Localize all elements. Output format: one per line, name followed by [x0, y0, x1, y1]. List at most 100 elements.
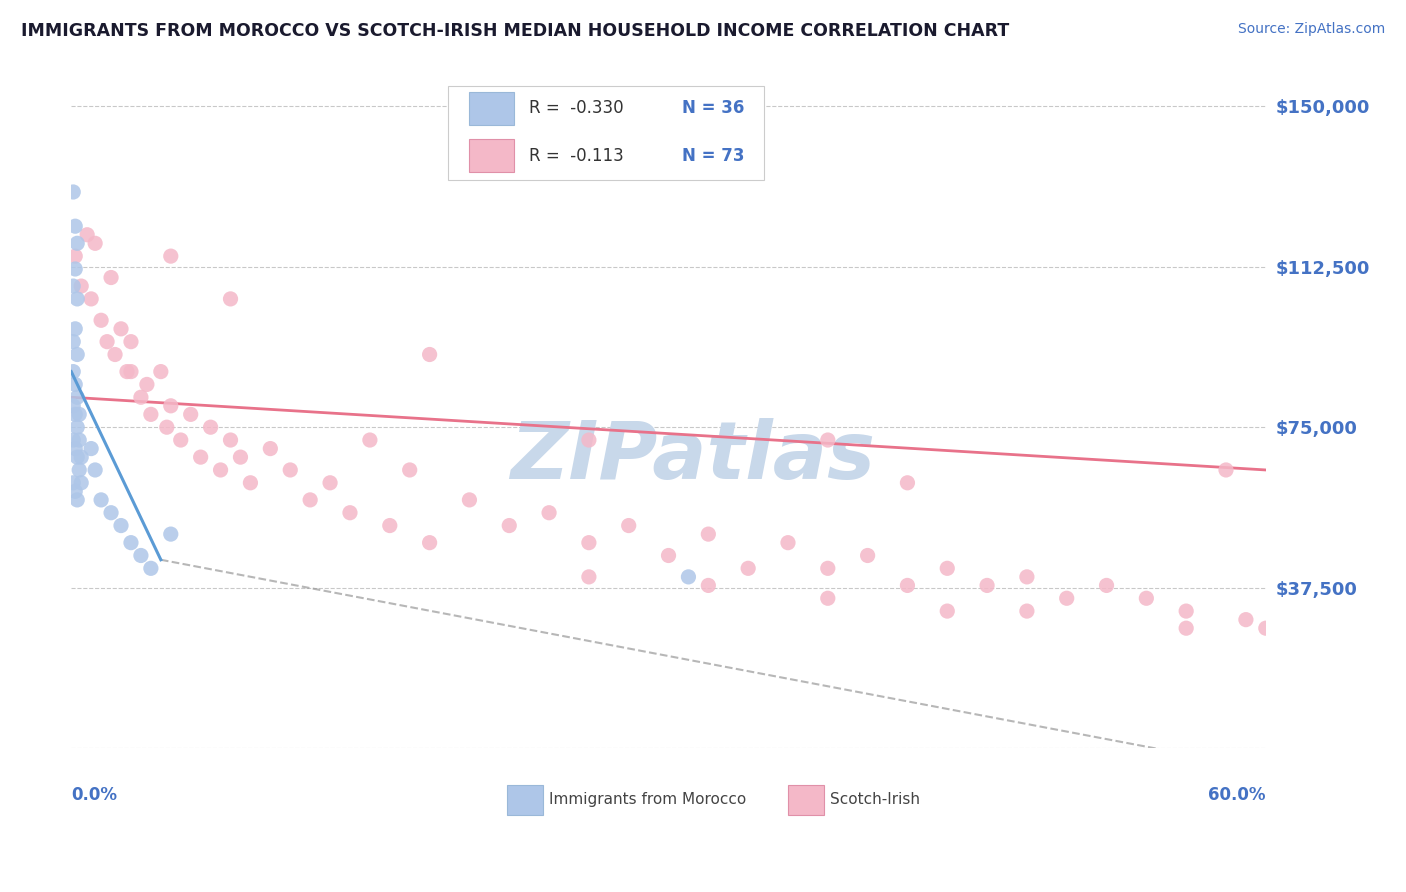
Point — [976, 578, 998, 592]
Point — [239, 475, 262, 490]
Point — [65, 219, 87, 234]
Point — [90, 492, 112, 507]
Point — [896, 578, 918, 592]
Point — [129, 549, 152, 563]
Point — [149, 365, 172, 379]
Point — [378, 518, 401, 533]
Point — [578, 535, 600, 549]
Text: IMMIGRANTS FROM MOROCCO VS SCOTCH-IRISH MEDIAN HOUSEHOLD INCOME CORRELATION CHAR: IMMIGRANTS FROM MOROCCO VS SCOTCH-IRISH … — [21, 22, 1010, 40]
Text: N = 36: N = 36 — [682, 100, 744, 118]
Text: R =  -0.113: R = -0.113 — [529, 146, 623, 165]
Point — [219, 433, 242, 447]
Point — [339, 506, 361, 520]
Point — [419, 347, 441, 361]
Point — [1056, 591, 1078, 606]
Point — [896, 475, 918, 490]
Point — [110, 518, 132, 533]
Point — [110, 322, 132, 336]
Point — [657, 549, 679, 563]
Point — [80, 442, 103, 456]
Point — [200, 420, 222, 434]
Point — [1215, 463, 1237, 477]
Point — [66, 292, 89, 306]
Point — [139, 408, 162, 422]
Point — [135, 377, 157, 392]
Point — [62, 334, 84, 349]
Point — [66, 347, 89, 361]
Point — [62, 433, 84, 447]
Point — [299, 492, 322, 507]
Point — [76, 227, 98, 242]
Point — [70, 475, 93, 490]
Point — [817, 561, 839, 575]
Point — [1254, 621, 1277, 635]
Point — [66, 390, 89, 404]
Point — [1015, 604, 1038, 618]
Point — [190, 450, 212, 464]
Point — [65, 442, 87, 456]
Point — [1015, 570, 1038, 584]
Point — [139, 561, 162, 575]
Point — [229, 450, 252, 464]
Point — [180, 408, 202, 422]
Point — [538, 506, 561, 520]
Point — [67, 433, 90, 447]
Point — [776, 535, 799, 549]
Text: 0.0%: 0.0% — [72, 786, 117, 804]
Bar — [787, 785, 824, 815]
Point — [70, 450, 93, 464]
Point — [120, 365, 142, 379]
Point — [219, 292, 242, 306]
Point — [697, 578, 720, 592]
FancyBboxPatch shape — [447, 87, 763, 180]
Point — [90, 313, 112, 327]
Point — [62, 365, 84, 379]
Point — [65, 262, 87, 277]
Point — [67, 408, 90, 422]
Text: Source: ZipAtlas.com: Source: ZipAtlas.com — [1237, 22, 1385, 37]
Point — [120, 535, 142, 549]
Point — [259, 442, 281, 456]
Point — [62, 399, 84, 413]
Text: R =  -0.330: R = -0.330 — [529, 100, 623, 118]
Point — [398, 463, 420, 477]
Point — [66, 450, 89, 464]
Point — [1095, 578, 1118, 592]
Point — [156, 420, 179, 434]
Point — [856, 549, 879, 563]
Point — [936, 604, 959, 618]
Point — [278, 463, 301, 477]
Point — [1175, 604, 1198, 618]
Text: 60.0%: 60.0% — [1208, 786, 1265, 804]
Point — [936, 561, 959, 575]
Point — [66, 492, 89, 507]
Point — [66, 236, 89, 251]
Text: Immigrants from Morocco: Immigrants from Morocco — [550, 792, 747, 807]
Point — [817, 433, 839, 447]
Point — [62, 279, 84, 293]
Text: Scotch-Irish: Scotch-Irish — [830, 792, 920, 807]
Point — [1175, 621, 1198, 635]
Point — [84, 236, 107, 251]
Point — [65, 249, 87, 263]
Point — [209, 463, 232, 477]
Point — [80, 292, 103, 306]
Text: ZIPatlas: ZIPatlas — [510, 418, 875, 496]
Point — [65, 377, 87, 392]
Point — [159, 399, 181, 413]
Point — [70, 279, 93, 293]
Point — [96, 334, 118, 349]
Point — [65, 408, 87, 422]
Bar — [470, 139, 515, 172]
Point — [359, 433, 381, 447]
Point — [170, 433, 193, 447]
Point — [319, 475, 342, 490]
Point — [737, 561, 759, 575]
Point — [100, 506, 122, 520]
Point — [458, 492, 481, 507]
Point — [1135, 591, 1157, 606]
Point — [84, 463, 107, 477]
Point — [1234, 613, 1257, 627]
Point — [578, 433, 600, 447]
Point — [104, 347, 127, 361]
